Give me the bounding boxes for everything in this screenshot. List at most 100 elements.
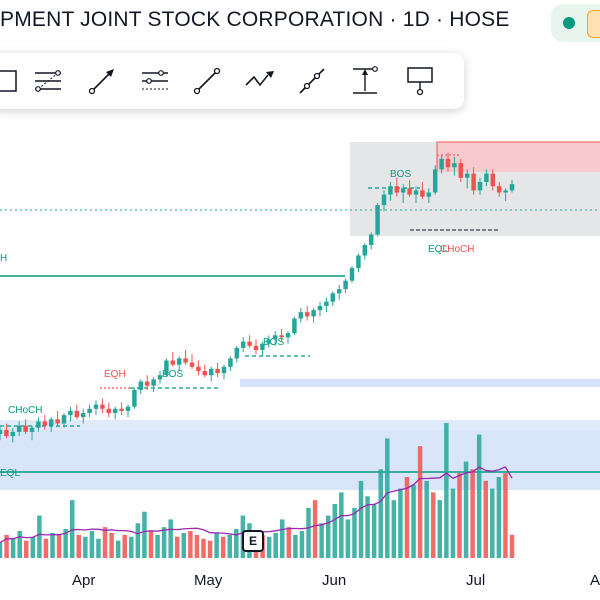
price-range-tool-button[interactable] bbox=[345, 61, 385, 101]
volume-bar bbox=[444, 423, 449, 558]
volume-bar bbox=[37, 515, 42, 558]
candle-body bbox=[247, 341, 252, 346]
x-axis-label-may: May bbox=[194, 572, 223, 589]
candle-body bbox=[157, 375, 163, 380]
candle-body bbox=[490, 173, 496, 187]
fib-retracement-tool-button[interactable] bbox=[28, 61, 68, 101]
volume-bar bbox=[470, 469, 475, 558]
volume-bar bbox=[201, 538, 206, 558]
candle-body bbox=[151, 379, 156, 386]
volume-bar bbox=[24, 540, 29, 558]
volume-bar bbox=[266, 536, 272, 558]
trend-line-icon bbox=[193, 67, 221, 95]
volume-bar bbox=[332, 504, 338, 558]
candlesticks bbox=[0, 152, 515, 443]
candle-body bbox=[509, 184, 515, 191]
candle-body bbox=[324, 301, 329, 306]
x-axis-label-apr: Apr bbox=[72, 572, 96, 589]
candle-body bbox=[29, 427, 35, 432]
volume-bar bbox=[227, 534, 232, 558]
volume-bar bbox=[142, 511, 147, 558]
candle-body bbox=[253, 345, 259, 350]
candle-body bbox=[368, 234, 374, 245]
symbol-title[interactable]: PMENT JOINT STOCK CORPORATION · 1D · HOS… bbox=[0, 8, 510, 31]
volume-bar bbox=[273, 532, 278, 558]
candle-body bbox=[112, 408, 118, 413]
candle-body bbox=[388, 186, 393, 195]
volume-bar bbox=[457, 473, 462, 558]
candle-body bbox=[221, 366, 227, 374]
candle-body bbox=[68, 410, 73, 416]
candle-body bbox=[272, 335, 278, 340]
x-axis-label-jul: Jul bbox=[466, 572, 486, 589]
candle-body bbox=[215, 368, 220, 374]
volume-bar bbox=[30, 536, 36, 558]
volume-bar bbox=[503, 473, 508, 558]
bos-label-2: BOS bbox=[263, 337, 284, 348]
candle-body bbox=[298, 312, 304, 319]
volume-bar bbox=[371, 504, 377, 558]
path-icon bbox=[245, 71, 274, 87]
volume-bar bbox=[135, 523, 141, 558]
volume-bar bbox=[378, 469, 383, 558]
volume-bar bbox=[417, 446, 423, 558]
fib-retracement-icon bbox=[35, 70, 61, 92]
candle-body bbox=[170, 360, 176, 365]
rectangle-icon bbox=[0, 70, 17, 92]
candle-body bbox=[349, 268, 355, 281]
candle-body bbox=[484, 173, 489, 182]
candle-body bbox=[260, 343, 265, 350]
candle-body bbox=[336, 289, 342, 294]
candle-body bbox=[234, 347, 240, 359]
volume-bar bbox=[0, 542, 3, 558]
market-status-badge[interactable] bbox=[551, 4, 600, 42]
volume-bar bbox=[69, 500, 75, 558]
volume-bar bbox=[293, 534, 298, 558]
volume-bar bbox=[437, 500, 443, 558]
status-dot-icon bbox=[563, 17, 575, 29]
volume-bar bbox=[430, 492, 436, 558]
x-axis-label-jun: Jun bbox=[322, 572, 347, 589]
arrow-tool-button[interactable] bbox=[82, 61, 122, 101]
volume-bar bbox=[115, 540, 121, 558]
candle-body bbox=[74, 410, 80, 418]
earnings-event-marker[interactable]: E bbox=[242, 530, 264, 552]
volume-bar bbox=[96, 538, 101, 558]
candle-body bbox=[176, 358, 182, 365]
choch-label: CHoCH bbox=[8, 405, 42, 416]
volume-bar bbox=[319, 523, 324, 558]
volume-bar bbox=[109, 532, 114, 558]
candle-body bbox=[10, 431, 16, 437]
candle-body bbox=[477, 182, 483, 191]
delay-badge-icon bbox=[587, 10, 600, 38]
volume-bar bbox=[339, 492, 344, 558]
drawing-toolbar bbox=[0, 53, 464, 109]
candle-body bbox=[304, 312, 310, 317]
rectangle-tool-button[interactable] bbox=[0, 61, 26, 101]
path-tool-button[interactable] bbox=[240, 61, 280, 101]
volume-bar bbox=[181, 532, 187, 558]
candle-body bbox=[292, 318, 297, 334]
volume-bar bbox=[306, 507, 311, 558]
volume-bar bbox=[174, 536, 180, 558]
callout-tool-button[interactable] bbox=[400, 61, 440, 101]
candle-body bbox=[132, 389, 137, 407]
candle-body bbox=[228, 358, 233, 367]
eql-left-label: EQL bbox=[0, 468, 20, 479]
volume-bar bbox=[214, 532, 219, 558]
parallel-channel-tool-button[interactable] bbox=[135, 61, 175, 101]
ray-tool-button[interactable] bbox=[292, 61, 332, 101]
volume-bar bbox=[83, 536, 88, 558]
volume-bar bbox=[234, 529, 239, 558]
volume-bar bbox=[207, 540, 213, 558]
volume-bars bbox=[0, 423, 515, 558]
candle-body bbox=[87, 408, 92, 413]
candle-body bbox=[125, 406, 131, 411]
candle-body bbox=[164, 360, 169, 376]
volume-bar bbox=[463, 461, 469, 558]
volume-bar bbox=[220, 536, 226, 558]
trend-line-tool-button[interactable] bbox=[187, 61, 227, 101]
volume-bar bbox=[161, 527, 167, 558]
volume-bar bbox=[4, 534, 9, 558]
